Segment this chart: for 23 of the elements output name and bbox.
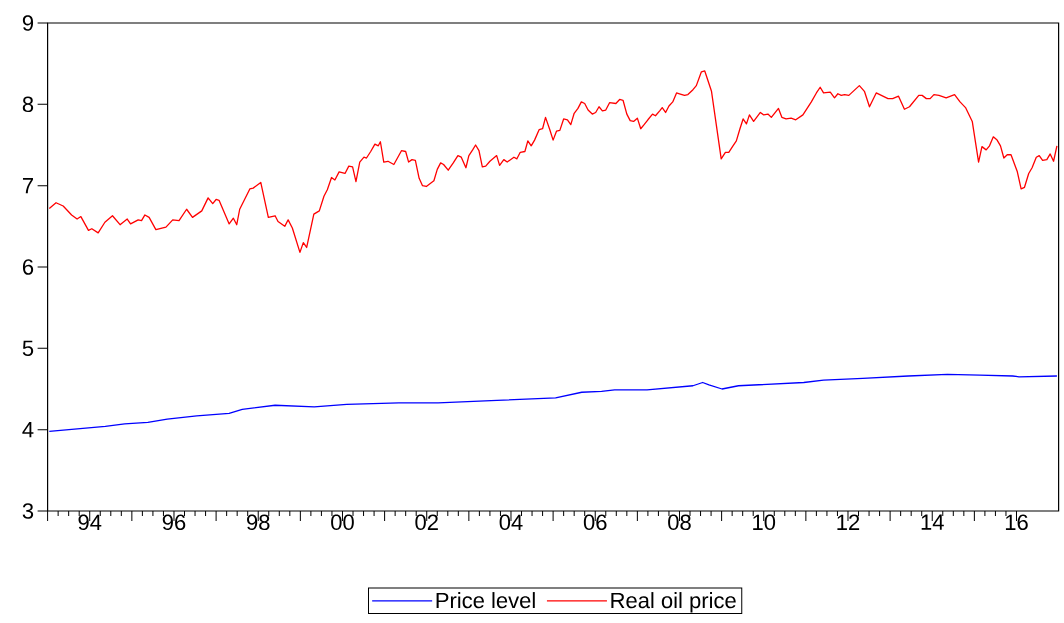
- x-tick-label: 06: [583, 514, 607, 531]
- x-tick-label: 94: [78, 514, 102, 531]
- line-series: [48, 70, 1058, 254]
- x-tick-label: 14: [921, 514, 944, 530]
- y-tick-label: 9: [22, 15, 34, 31]
- y-tick-label: 7: [22, 178, 33, 194]
- x-tick-label: 00: [331, 514, 354, 531]
- legend-label: Real oil price: [611, 592, 736, 613]
- x-tick-label: 08: [668, 514, 691, 531]
- y-tick-label: 3: [22, 503, 34, 519]
- y-tick-label: 5: [22, 340, 34, 357]
- y-tick-label: 6: [22, 259, 34, 275]
- x-tick-label: 16: [1005, 514, 1028, 531]
- y-tick-label: 8: [22, 96, 34, 113]
- x-tick-label: 10: [753, 514, 776, 531]
- x-tick-label: 96: [162, 514, 186, 531]
- x-tick-label: 04: [499, 514, 523, 531]
- legend-label: Price level: [436, 592, 535, 609]
- line-series: [48, 373, 1058, 432]
- x-tick-label: 02: [415, 514, 438, 531]
- x-tick-label: 12: [837, 514, 860, 530]
- x-tick-label: 98: [247, 514, 270, 531]
- y-tick-label: 4: [22, 422, 34, 438]
